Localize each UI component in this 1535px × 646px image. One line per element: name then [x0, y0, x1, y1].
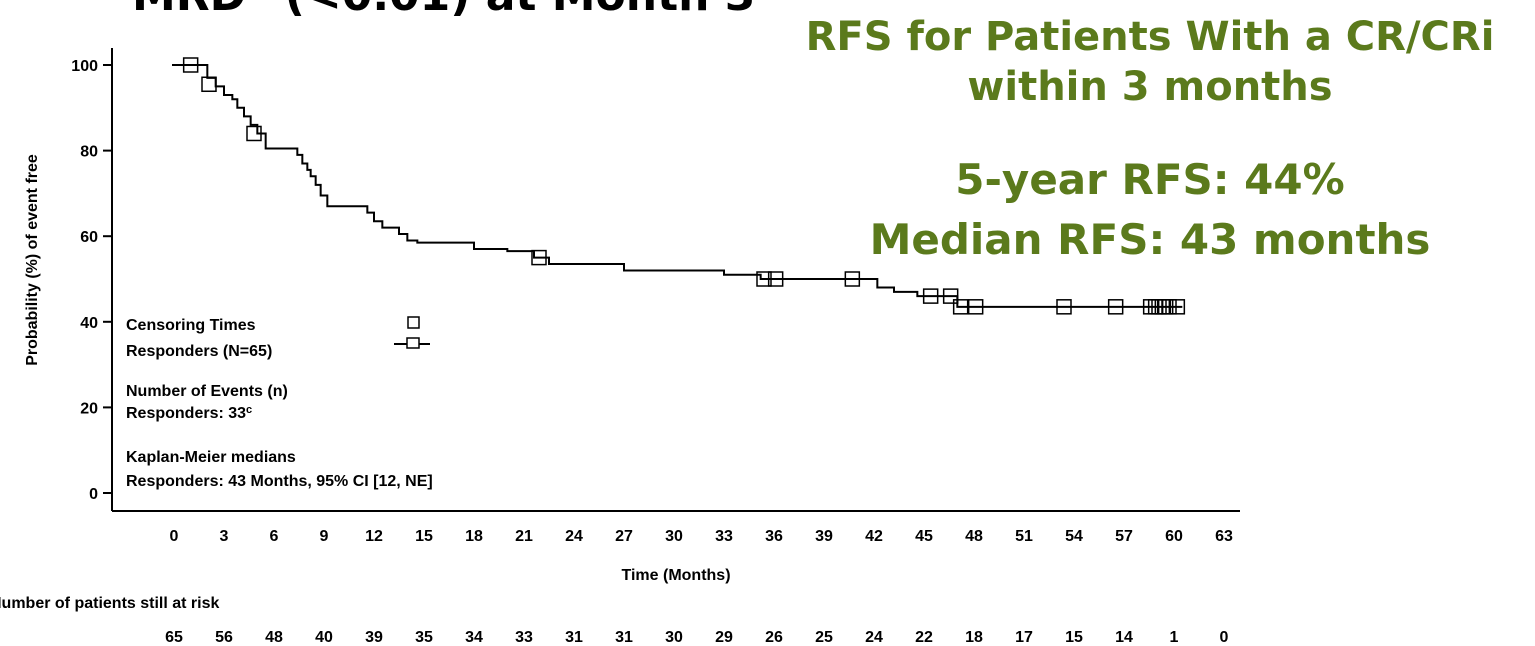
- x-tick-label: 24: [565, 528, 583, 545]
- legend-censor-label: Censoring Times: [126, 317, 256, 334]
- at-risk-count: 56: [215, 629, 233, 646]
- censor-marker: [1056, 299, 1072, 315]
- x-tick-label: 12: [365, 528, 383, 545]
- censor-marker: [844, 271, 861, 287]
- x-tick-label: 3: [220, 528, 229, 545]
- x-tick-label: 39: [815, 528, 833, 545]
- five-year-rfs: 5-year RFS: 44%: [955, 155, 1345, 204]
- at-risk-count: 39: [365, 629, 383, 646]
- y-tick-label: 40: [80, 315, 98, 332]
- x-tick-label: 27: [615, 528, 633, 545]
- at-risk-count: 33: [515, 629, 533, 646]
- censor-marker: [246, 125, 262, 142]
- censor-marker: [1169, 299, 1186, 315]
- at-risk-count: 31: [565, 629, 583, 646]
- censor-marker: [1107, 299, 1124, 315]
- rfs-title: RFS for Patients With a CR/CRi within 3 …: [770, 12, 1530, 112]
- rfs-stats: 5-year RFS: 44% Median RFS: 43 months: [800, 150, 1500, 270]
- at-risk-count: 14: [1115, 629, 1133, 646]
- x-tick-label: 18: [465, 528, 483, 545]
- at-risk-count: 1: [1170, 629, 1179, 646]
- at-risk-count: 24: [865, 629, 883, 646]
- median-rfs: Median RFS: 43 months: [869, 215, 1431, 264]
- rfs-title-line2: within 3 months: [967, 64, 1333, 110]
- x-tick-label: 48: [965, 528, 983, 545]
- x-tick-label: 21: [515, 528, 533, 545]
- x-tick-label: 30: [665, 528, 683, 545]
- at-risk-count: 0: [1220, 629, 1229, 646]
- y-axis-label: Probability (%) of event free: [24, 154, 41, 366]
- censor-marker: [182, 57, 199, 73]
- censor-marker: [952, 299, 969, 315]
- at-risk-count: 35: [415, 629, 433, 646]
- x-tick-label: 6: [270, 528, 279, 545]
- at-risk-label: Number of patients still at risk: [0, 595, 219, 612]
- legend-events-text: Responders: 33c: [126, 404, 252, 422]
- y-tick-label: 0: [89, 486, 98, 503]
- at-risk-count: 48: [265, 629, 283, 646]
- at-risk-count: 15: [1065, 629, 1083, 646]
- censor-marker: [1161, 299, 1177, 315]
- legend-events-heading: Number of Events (n): [126, 383, 288, 400]
- slide-top-title: MRD⁻ (<0.01) at Month 3: [132, 0, 755, 21]
- legend-series-label: Responders (N=65): [126, 343, 272, 360]
- x-tick-label: 63: [1215, 528, 1233, 545]
- at-risk-count: 25: [815, 629, 833, 646]
- y-tick-label: 60: [80, 229, 98, 246]
- censor-marker: [922, 288, 939, 304]
- x-tick-label: 45: [915, 528, 933, 545]
- legend-medians-heading: Kaplan-Meier medians: [126, 449, 296, 466]
- rfs-title-line1: RFS for Patients With a CR/CRi: [805, 14, 1495, 60]
- x-tick-label: 42: [865, 528, 883, 545]
- at-risk-count: 29: [715, 629, 733, 646]
- censor-marker: [767, 271, 784, 287]
- x-tick-label: 57: [1115, 528, 1133, 545]
- at-risk-count: 18: [965, 629, 983, 646]
- at-risk-count: 22: [915, 629, 933, 646]
- at-risk-count: 30: [665, 629, 683, 646]
- legend-censor-marker: [407, 316, 420, 329]
- y-tick-label: 100: [71, 58, 98, 75]
- censor-marker: [531, 249, 547, 266]
- censor-marker: [967, 299, 984, 315]
- x-tick-label: 54: [1065, 528, 1083, 545]
- at-risk-count: 34: [465, 629, 483, 646]
- legend-series-marker: [406, 337, 420, 349]
- y-tick-label: 20: [80, 400, 98, 417]
- x-tick-label: 9: [320, 528, 329, 545]
- legend-medians-text: Responders: 43 Months, 95% CI [12, NE]: [126, 473, 433, 490]
- censor-marker: [201, 76, 217, 93]
- at-risk-count: 26: [765, 629, 783, 646]
- censor-marker: [756, 271, 772, 287]
- at-risk-count: 40: [315, 629, 333, 646]
- x-tick-label: 51: [1015, 528, 1033, 545]
- y-tick-label: 80: [80, 144, 98, 161]
- at-risk-count: 17: [1015, 629, 1033, 646]
- at-risk-count: 65: [165, 629, 183, 646]
- x-tick-label: 36: [765, 528, 783, 545]
- x-tick-label: 15: [415, 528, 433, 545]
- censor-marker: [942, 288, 959, 304]
- x-tick-label: 60: [1165, 528, 1183, 545]
- x-tick-label: 33: [715, 528, 733, 545]
- km-curve-responders: [172, 64, 1183, 308]
- x-axis-label: Time (Months): [621, 567, 730, 584]
- at-risk-count: 31: [615, 629, 633, 646]
- x-tick-label: 0: [170, 528, 179, 545]
- legend-events-superscript: c: [246, 404, 252, 416]
